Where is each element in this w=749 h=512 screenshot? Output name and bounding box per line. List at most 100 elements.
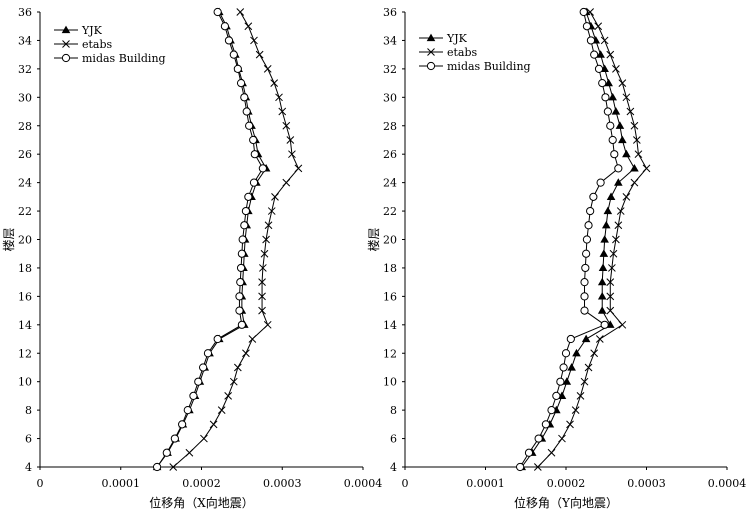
series-x (169, 8, 303, 471)
y-tick-label: 26 (18, 148, 32, 161)
data-point (610, 150, 619, 159)
data-point (250, 150, 259, 159)
data-point (200, 434, 208, 443)
data-point (258, 164, 267, 173)
data-point (534, 434, 543, 443)
data-point (169, 463, 178, 471)
data-point (596, 178, 605, 187)
data-point (547, 448, 556, 457)
data-point (237, 320, 246, 329)
data-point (630, 178, 639, 187)
data-point (213, 334, 222, 344)
data-point (601, 220, 611, 229)
data-point (596, 50, 605, 58)
y-tick-label: 4 (25, 461, 32, 474)
data-point (600, 320, 609, 329)
data-point (611, 107, 621, 115)
data-point (606, 278, 615, 287)
data-point (270, 79, 279, 87)
legend-marker (426, 33, 436, 42)
data-point (213, 7, 222, 17)
data-point (224, 36, 234, 45)
y-tick-label: 36 (383, 6, 397, 19)
series-circle (152, 7, 267, 472)
data-point (634, 150, 643, 159)
data-point (267, 207, 276, 215)
chart-y-direction: 4 6 8 10 12 14 16 18 20 22 24 26 28 30 32 34 36 0 0.0001 0.… (366, 6, 746, 510)
data-point (524, 448, 534, 457)
legend-marker (61, 25, 71, 34)
data-point (236, 8, 245, 16)
data-point (244, 22, 253, 31)
legend-label: YJK (81, 24, 103, 37)
y-axis-title: 楼层 (366, 227, 381, 251)
data-point (541, 420, 550, 429)
y-tick-label: 24 (18, 177, 32, 190)
y-tick-label: 18 (383, 262, 397, 275)
data-point (262, 235, 270, 244)
x-tick-label: 0.0002 (182, 477, 221, 490)
y-tick-label: 16 (18, 290, 32, 303)
y-tick-label: 32 (383, 63, 397, 76)
data-point (194, 377, 203, 386)
data-point (606, 121, 615, 130)
data-point (599, 249, 609, 257)
data-point (260, 249, 269, 258)
data-point (224, 392, 233, 400)
data-point (249, 135, 258, 145)
legend-marker (61, 53, 71, 63)
y-tick-label: 8 (25, 404, 32, 417)
data-point (609, 249, 618, 258)
y-tick-label: 10 (18, 376, 32, 389)
data-point (547, 406, 556, 415)
data-point (559, 363, 568, 372)
data-point (614, 164, 623, 173)
data-point (241, 206, 251, 216)
y-tick-label: 18 (18, 262, 32, 275)
x-tick-label: 0.0004 (344, 477, 383, 490)
data-point (586, 36, 596, 45)
data-point (152, 462, 162, 472)
y-tick-label: 24 (383, 177, 397, 190)
data-point (626, 107, 635, 116)
data-point (556, 377, 565, 386)
data-point (240, 221, 249, 230)
data-point (282, 121, 291, 130)
data-point (233, 64, 242, 73)
data-point (614, 221, 623, 230)
data-point (584, 221, 593, 230)
data-point (642, 164, 651, 173)
data-point (567, 363, 576, 371)
data-point (582, 249, 591, 258)
data-point (533, 463, 542, 471)
data-point (581, 334, 591, 343)
y-tick-label: 10 (383, 376, 397, 389)
y-tick-label: 4 (390, 461, 397, 474)
y-tick-label: 36 (18, 6, 32, 19)
x-axis-title: 位移角（X向地震） (149, 495, 254, 510)
data-point (255, 50, 264, 59)
legend-marker (427, 48, 435, 56)
y-tick-label: 20 (18, 234, 32, 247)
data-point (589, 192, 598, 201)
data-point (561, 349, 571, 358)
data-point (217, 406, 226, 414)
data-point (594, 64, 604, 73)
data-point (590, 50, 599, 59)
data-point (263, 320, 272, 329)
data-point (572, 348, 581, 357)
data-point (582, 22, 592, 31)
y-tick-label: 16 (383, 290, 397, 303)
data-point (558, 434, 566, 443)
data-point (263, 65, 272, 73)
x-tick-label: 0 (37, 477, 44, 490)
y-tick-label: 20 (383, 234, 397, 247)
data-point (245, 121, 254, 130)
data-point (249, 178, 259, 187)
data-point (236, 278, 245, 287)
data-point (240, 93, 249, 102)
data-point (259, 264, 267, 272)
data-point (600, 235, 609, 243)
